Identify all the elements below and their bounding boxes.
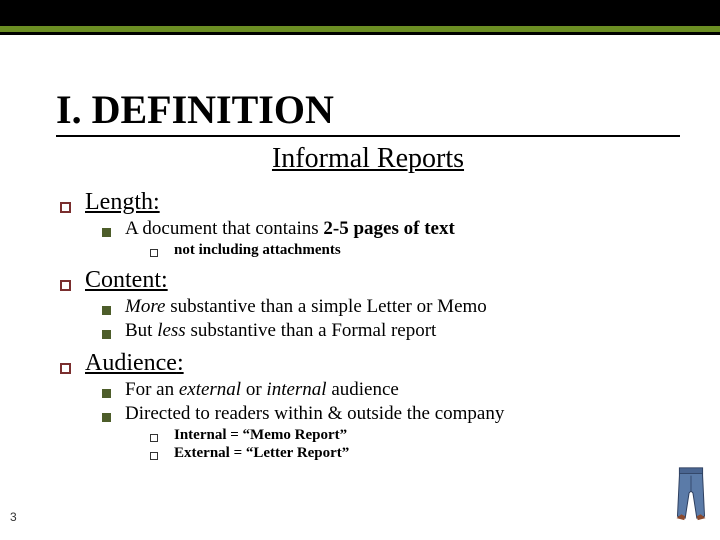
title-underline [56,135,680,137]
page-number: 3 [10,510,17,524]
list-item: Directed to readers within & outside the… [102,403,680,425]
section-content: Content: More substantive than a simple … [56,267,680,342]
bullet-tiny-icon [150,249,158,257]
main-title: I. DEFINITION [56,86,680,133]
section-audience: Audience: For an external or internal au… [56,350,680,462]
section-heading: Audience: [85,350,184,377]
bullet-solid-icon [102,306,111,315]
list-item: not including attachments [150,242,680,259]
subtitle: Informal Reports [56,143,680,175]
jeans-icon [670,464,712,522]
section-heading: Length: [85,189,160,216]
bullet-tiny-icon [150,452,158,460]
top-black-bar [0,0,720,26]
list-item: But less substantive than a Formal repor… [102,320,680,342]
section-heading: Content: [85,267,168,294]
bullet-solid-icon [102,330,111,339]
list-item: Internal = “Memo Report” [150,427,680,444]
bullet-tiny-icon [150,434,158,442]
list-item: External = “Letter Report” [150,445,680,462]
bullet-open-icon [60,202,71,213]
bullet-solid-icon [102,413,111,422]
list-item: More substantive than a simple Letter or… [102,296,680,318]
slide-content: I. DEFINITION Informal Reports Length: A… [0,26,720,462]
bullet-solid-icon [102,389,111,398]
bullet-open-icon [60,363,71,374]
black-stripe [0,32,720,35]
bullet-solid-icon [102,228,111,237]
list-item: For an external or internal audience [102,379,680,401]
bullet-open-icon [60,280,71,291]
list-item: A document that contains 2-5 pages of te… [102,218,680,240]
section-length: Length: A document that contains 2-5 pag… [56,189,680,259]
